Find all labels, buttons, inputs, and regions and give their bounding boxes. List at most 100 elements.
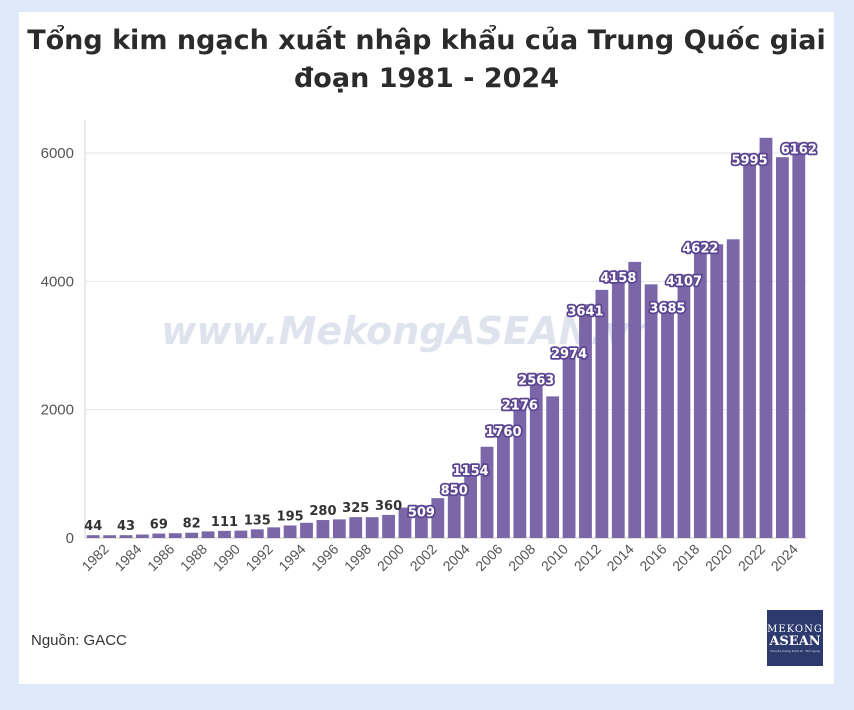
logo-line2: ASEAN [769,634,821,649]
bar [628,261,642,538]
data-label: 111 [211,515,238,530]
bar [168,533,182,538]
x-tick-label: 2018 [669,541,702,574]
bar [775,157,789,538]
source-note: Nguồn: GACC [31,632,127,649]
x-tick-label: 2020 [702,541,735,574]
mekong-asean-logo: MEKONG ASEAN Chuyên trang Kinh tế - Đối … [767,610,823,666]
bar [201,531,215,538]
x-tick-label: 2012 [571,541,604,574]
bar [513,398,527,538]
watermark: www.MekongASEAN.vn [161,309,656,353]
data-label: 2176 [502,398,538,413]
data-label: 4622 [682,241,718,256]
data-label: 5995 [731,153,767,168]
data-label: 4158 [600,271,636,286]
bar [792,142,806,539]
bar [218,530,231,538]
x-tick-label: 1998 [341,541,374,574]
bar [693,241,707,538]
y-tick-label: 0 [66,530,74,547]
bar [152,533,166,538]
bar [759,137,773,538]
data-label: 280 [309,504,336,519]
bar [382,514,395,538]
data-label: 509 [408,505,435,520]
bar [267,527,281,538]
data-label: 3685 [649,302,685,317]
x-tick-label: 1996 [308,541,341,574]
bar [595,289,609,538]
bar [283,525,297,538]
x-tick-label: 1992 [242,541,275,574]
bar [562,347,576,538]
bar [431,498,445,538]
bar [743,153,756,538]
data-label: 325 [342,501,369,516]
bar [86,535,100,538]
x-tick-label: 1990 [210,541,243,574]
x-tick-label: 1986 [144,541,177,574]
bar [644,284,658,538]
bar [234,530,248,538]
bar [414,505,428,538]
data-label: 360 [375,499,402,514]
data-label: 2563 [518,374,554,389]
data-label: 3641 [567,304,603,319]
bar [611,271,625,538]
bar [136,534,149,538]
bar [497,425,510,538]
data-label: 43 [117,519,135,534]
data-label: 850 [441,483,468,498]
data-label: 195 [277,509,304,524]
bar [365,517,379,538]
data-label: 44 [84,519,102,534]
bar [677,274,691,538]
x-tick-label: 2004 [439,541,472,574]
bar [349,517,363,538]
bar [119,535,133,538]
x-tick-label: 2002 [407,541,440,574]
x-tick-label: 1984 [111,541,144,574]
bar [710,244,724,538]
bar [661,301,674,538]
chart-title: Tổng kim ngạch xuất nhập khẩu của Trung … [27,25,826,94]
bar [103,535,117,538]
data-label: 1154 [453,464,489,479]
data-label: 69 [150,518,168,533]
x-tick-label: 2000 [374,541,407,574]
bar [250,529,264,538]
x-tick-label: 2014 [603,541,636,574]
logo-line1: MEKONG [767,624,823,635]
y-tick-label: 6000 [41,145,74,162]
bar [464,463,478,538]
bar [316,520,330,538]
bar [480,446,494,538]
x-tick-label: 2024 [768,541,801,574]
logo-line3: Chuyên trang Kinh tế - Đối ngoại [769,649,821,653]
bar [300,522,313,538]
x-tick-label: 2010 [538,541,571,574]
y-tick-label: 2000 [41,402,74,419]
data-label: 4107 [666,274,702,289]
x-tick-label: 2008 [505,541,538,574]
x-tick-label: 1982 [78,541,111,574]
x-tick-label: 2006 [472,541,505,574]
bar [398,507,412,538]
data-label: 82 [183,517,201,532]
data-label: 135 [244,513,271,528]
y-tick-label: 4000 [41,273,74,290]
bar [185,532,199,538]
bar [332,519,346,538]
bar [546,396,560,538]
x-tick-label: 1988 [177,541,210,574]
chart-card: Tổng kim ngạch xuất nhập khẩu của Trung … [19,12,834,684]
bar [529,373,543,538]
x-tick-label: 2016 [636,541,669,574]
bar [726,239,740,538]
x-tick-label: 2022 [735,541,768,574]
data-label: 6162 [781,143,817,158]
data-label: 1760 [485,425,521,440]
data-label: 2974 [551,347,587,362]
